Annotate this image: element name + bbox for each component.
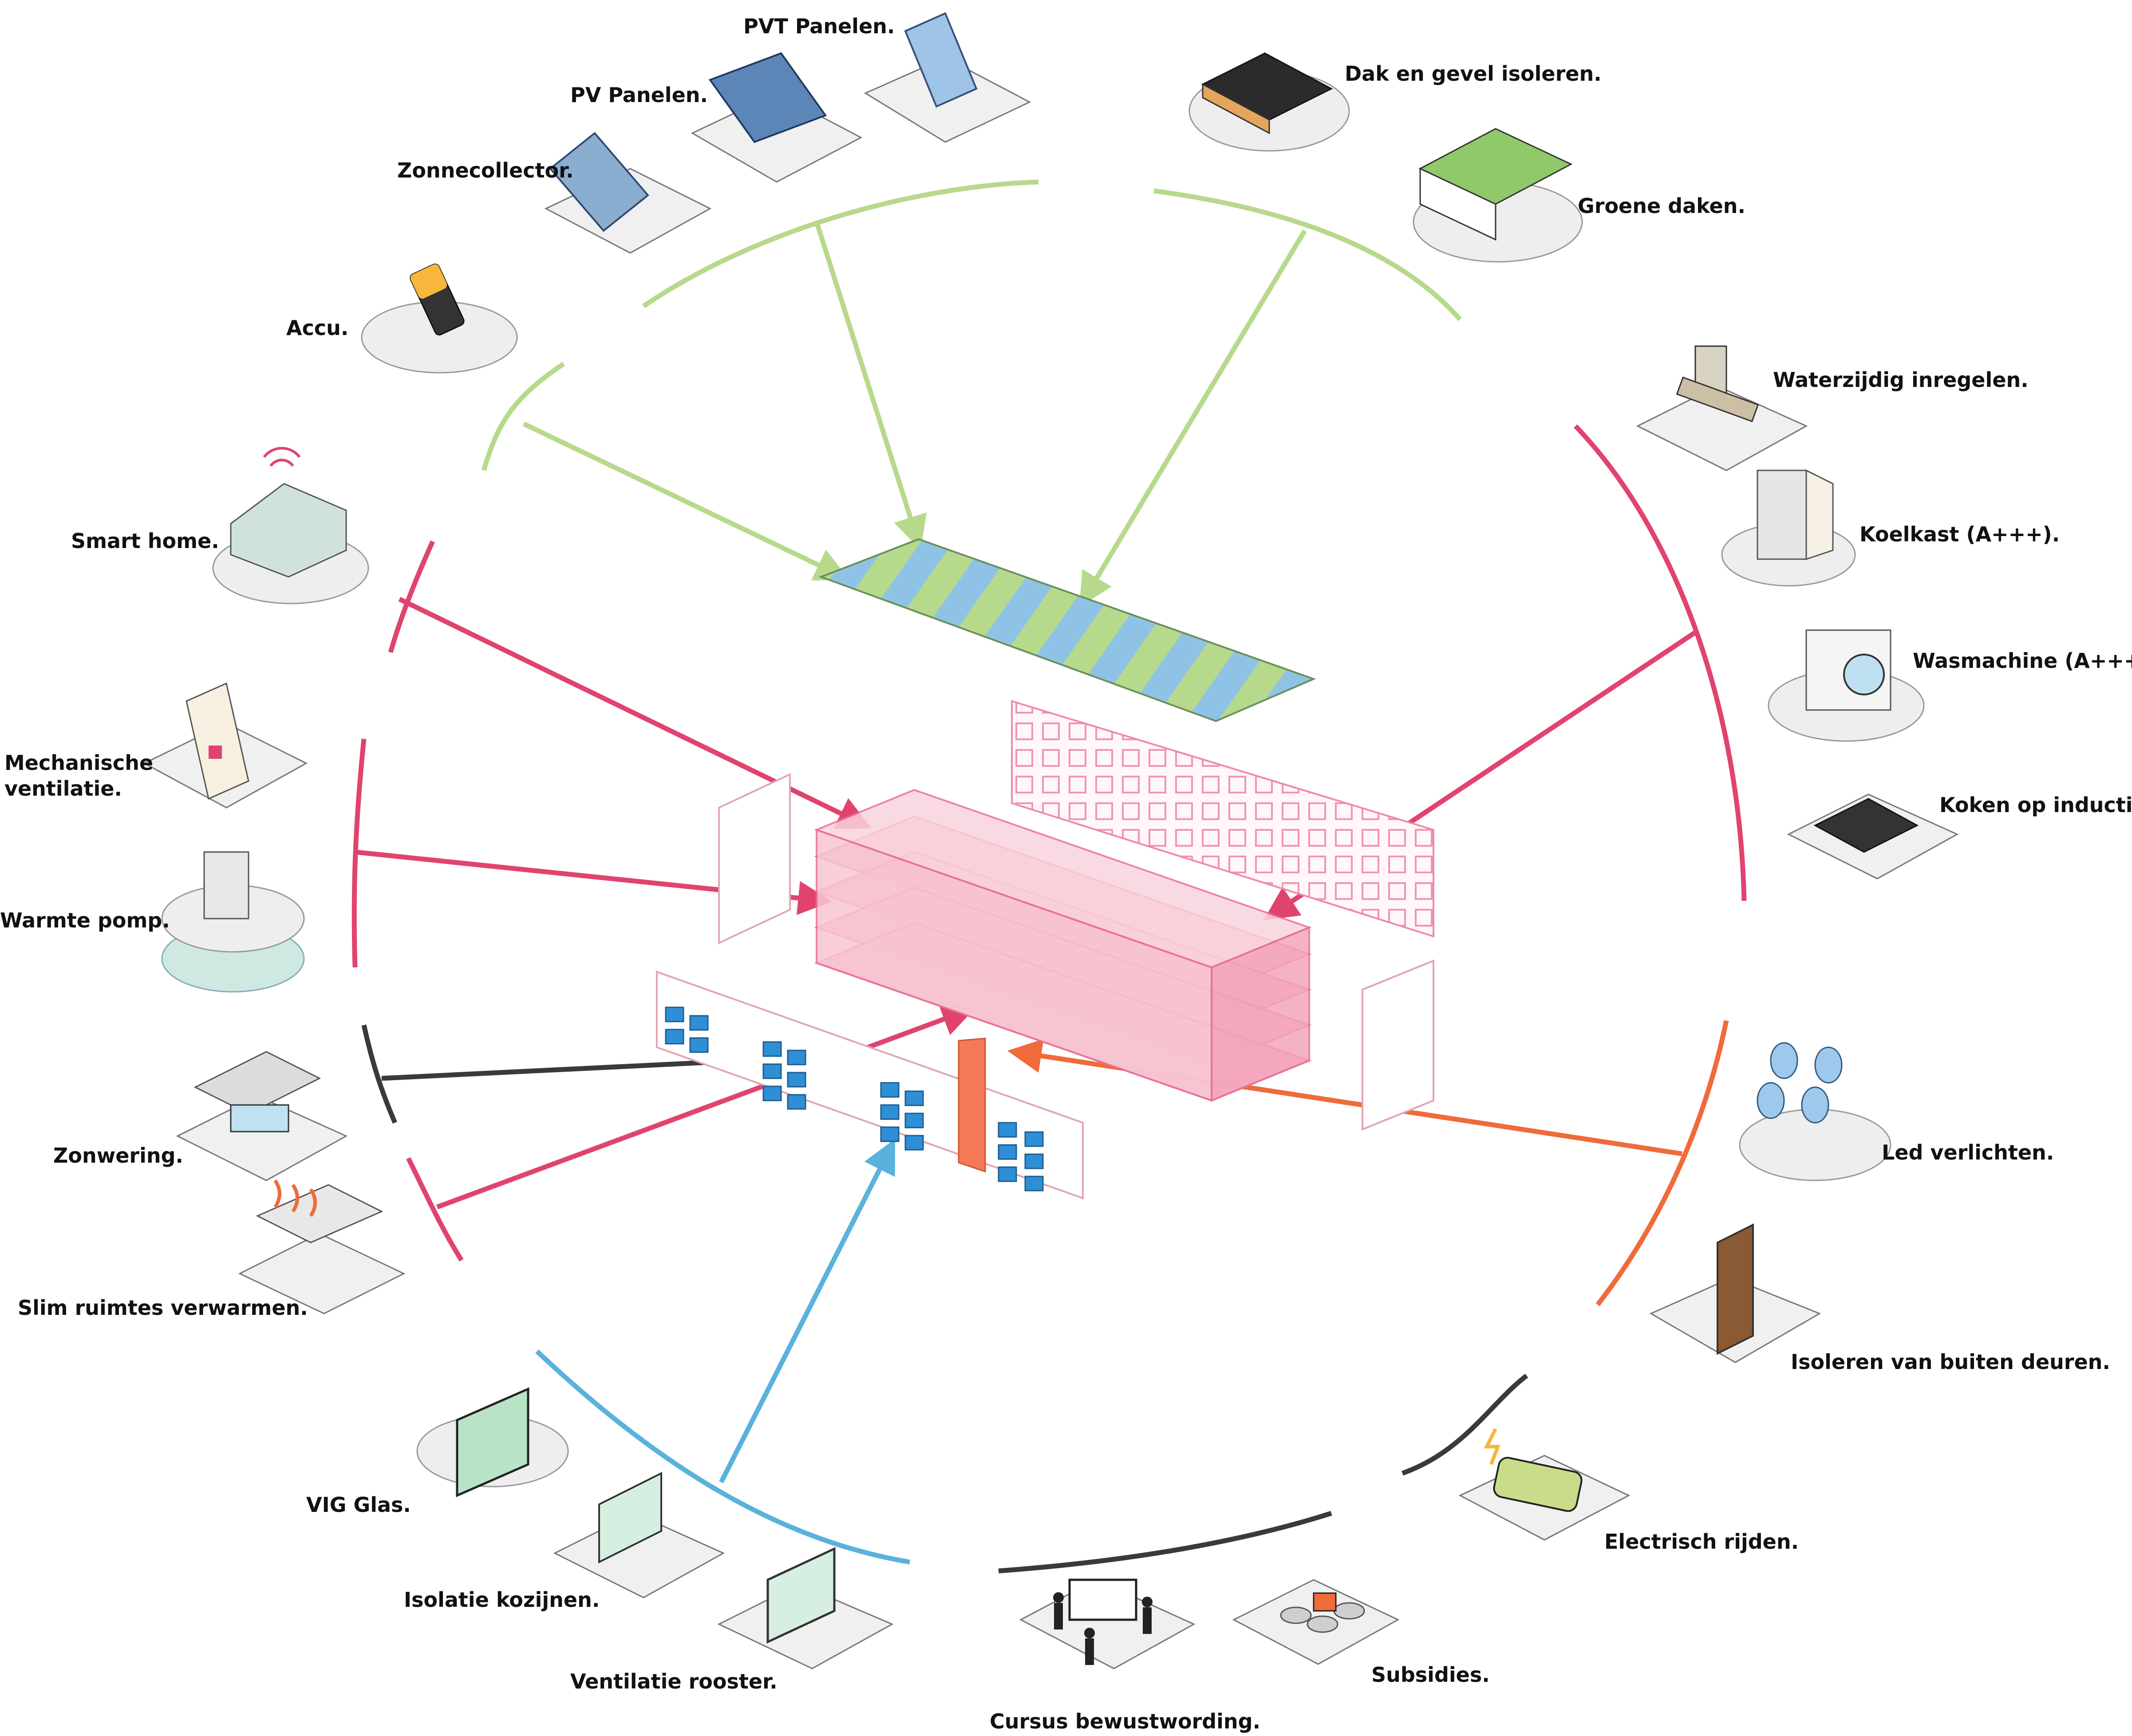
label-wasmachine: Wasmachine (A+++). [1913, 649, 2132, 673]
label-mechanische: Mechanische [4, 751, 154, 775]
label-smart-home: Smart home. [71, 529, 219, 553]
pv-panel-icon [691, 52, 863, 183]
label-koelkast: Koelkast (A+++). [1860, 522, 2060, 546]
label-pv-panelen: PV Panelen. [570, 83, 708, 107]
label-vig-glas: VIG Glas. [306, 1493, 411, 1517]
label-dak-en-gevel-isoleren: Dak en gevel isoleren. [1345, 62, 1602, 86]
vent-grille-icon [717, 1547, 894, 1669]
label-zonwering: Zonwering. [53, 1144, 184, 1168]
label-electrisch-rijden: Electrisch rijden. [1604, 1530, 1799, 1554]
valve-icon [1636, 345, 1808, 471]
label-isoleren-van-buiten-deuren: Isoleren van buiten deuren. [1791, 1350, 2110, 1374]
electric-car-icon [1458, 1428, 1631, 1541]
label-waterzijdig-inregelen: Waterzijdig inregelen. [1773, 368, 2029, 392]
label-accu: Accu. [286, 316, 349, 340]
label-groene-daken: Groene daken. [1578, 194, 1745, 218]
coins-icon [1232, 1579, 1400, 1665]
solar-roof-plane [818, 538, 1316, 722]
label-zonnecollector: Zonnecollector. [397, 158, 574, 182]
side-panel-left [718, 773, 791, 945]
room-heating-icon [238, 1179, 406, 1314]
roof-insulation-icon [1188, 52, 1350, 152]
label-ventilatie-rooster: Ventilatie rooster. [570, 1669, 778, 1693]
label-led-verlichten: Led verlichten. [1882, 1140, 2054, 1164]
label-isolatie-kozijnen: Isolatie kozijnen. [404, 1588, 600, 1612]
label-subsidies: Subsidies. [1371, 1663, 1490, 1687]
green-arcs [481, 179, 1462, 608]
door-icon [1649, 1223, 1821, 1363]
label-ventilatie: ventilatie. [4, 777, 122, 801]
label-warmte-pomp: Warmte pomp. [0, 908, 170, 932]
facade-panel-back [1011, 700, 1434, 938]
smart-home-wifi-icon [212, 447, 369, 604]
label-pvt-panelen: PVT Panelen. [743, 14, 895, 38]
side-panel-right [1362, 959, 1434, 1131]
sun-shade-icon [176, 1051, 348, 1181]
glass-pane-icon [416, 1387, 569, 1497]
induction-hob-icon [1787, 793, 1959, 880]
heat-pump-icon [161, 851, 305, 993]
building-core [814, 789, 1312, 1102]
blue-arc [535, 1139, 910, 1565]
window-frame-icon [553, 1472, 725, 1598]
solar-collector-icon [544, 132, 712, 254]
battery-icon [361, 264, 518, 374]
washing-machine-icon [1768, 629, 1925, 742]
label-cursus-bewustwording: Cursus bewustwording. [990, 1709, 1261, 1733]
label-koken-op-inductie: Koken op inductie. [1939, 793, 2132, 817]
led-bulbs-icon [1739, 1042, 1891, 1181]
fridge-icon [1721, 469, 1856, 587]
ventilation-unit-icon [142, 682, 308, 809]
green-roof-icon [1413, 128, 1583, 263]
pvt-panel-icon [864, 12, 1031, 143]
presentation-people-icon [1019, 1578, 1196, 1669]
front-facade [656, 971, 1084, 1199]
label-slim-ruimtes-verwarmen: Slim ruimtes verwarmen. [18, 1296, 308, 1320]
